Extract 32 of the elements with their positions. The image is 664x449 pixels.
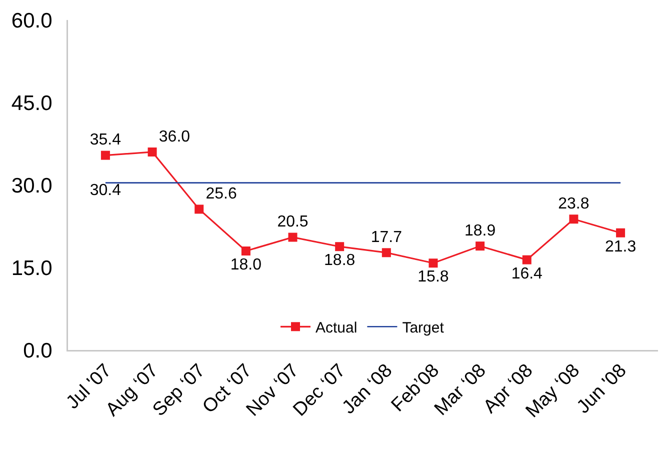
data-label: 23.8 (558, 195, 590, 212)
y-tick-label: 15.0 (11, 256, 52, 280)
point (241, 246, 250, 256)
data-label: 36.0 (158, 128, 190, 146)
point (100, 150, 110, 160)
data-label: 21.3 (604, 238, 636, 256)
data-label: 18.9 (464, 222, 496, 240)
data-label: 18.0 (230, 256, 262, 274)
point (428, 258, 438, 268)
point (194, 204, 204, 214)
point (335, 242, 344, 252)
point (382, 248, 391, 258)
data-label: 20.5 (277, 214, 308, 231)
point (522, 255, 532, 264)
data-label: 30.4 (90, 182, 122, 199)
point (476, 242, 485, 251)
data-label: 25.6 (206, 186, 237, 203)
data-label: 18.8 (324, 252, 356, 270)
data-label: 15.8 (418, 268, 449, 286)
data-label: 16.4 (511, 265, 543, 282)
legend-label: Actual (316, 320, 358, 336)
point (569, 214, 578, 224)
data-label: 35.4 (90, 132, 122, 149)
y-tick-label: 45.0 (11, 92, 52, 115)
point (616, 228, 626, 238)
legend-label: Target (402, 320, 445, 336)
y-tick-label: 0.0 (23, 339, 52, 362)
data-label: 17.7 (370, 229, 402, 246)
point (288, 232, 298, 242)
point (148, 148, 157, 156)
y-tick-label: 60.0 (11, 9, 52, 32)
y-tick-label: 30.0 (11, 174, 52, 198)
